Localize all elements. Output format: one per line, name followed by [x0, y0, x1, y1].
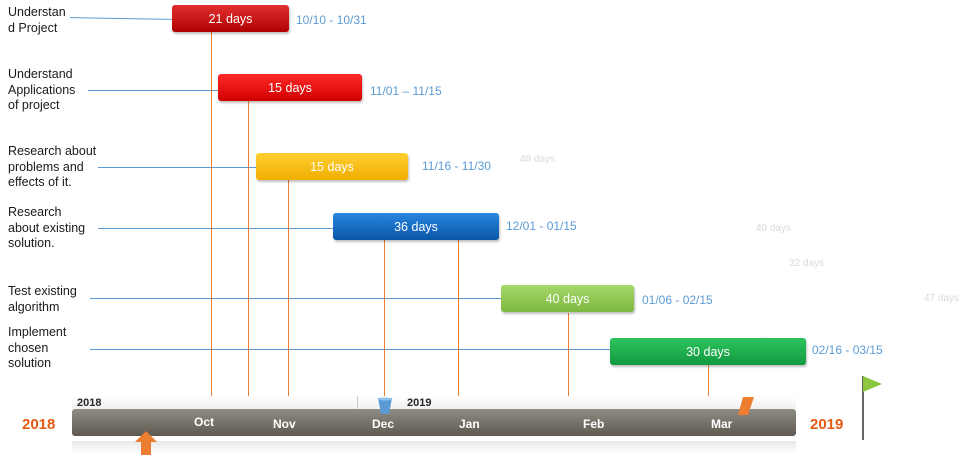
task-bar-2: 15 days	[218, 74, 362, 101]
month-label-feb: Feb	[583, 417, 605, 431]
task-bar-6: 30 days	[610, 338, 806, 365]
task-label-6: Implement chosen solution	[8, 325, 67, 370]
ghost-label-4: 47 days	[924, 293, 960, 304]
connector-line-1	[69, 17, 174, 20]
year-label-mid-small: 2019	[407, 397, 432, 409]
task-bar-4: 36 days	[333, 213, 499, 240]
drop-line-oct	[211, 32, 212, 409]
date-range-6: 02/16 - 03/15	[812, 343, 883, 357]
drop-line-nov-b	[288, 180, 289, 409]
year-label-start-small: 2018	[77, 397, 102, 409]
ghost-label-3: 32 days	[789, 258, 825, 269]
month-label-jan: Jan	[459, 417, 480, 431]
task-label-2: Understand Applications of project	[8, 67, 76, 112]
timeline-reflection	[72, 441, 796, 454]
drop-line-nov-a	[248, 101, 249, 409]
task-label-4: Research about existing solution.	[8, 205, 86, 250]
orange-marker-icon	[738, 397, 754, 415]
connector-line-6	[90, 349, 611, 350]
finish-flag-icon	[862, 376, 882, 440]
timeline-top-strip	[72, 396, 796, 409]
task-bar-3: 15 days	[256, 153, 408, 180]
task-label-5: Test existing algorithm	[8, 284, 77, 314]
task-bar-5: 40 days	[501, 285, 634, 312]
date-range-1: 10/10 - 10/31	[296, 13, 367, 27]
month-label-oct: Oct	[194, 415, 215, 429]
month-label-dec: Dec	[372, 417, 395, 431]
date-range-5: 01/06 - 02/15	[642, 293, 713, 307]
timeline-bar	[72, 409, 796, 436]
ghost-label-2: 40 days	[756, 223, 792, 234]
month-label-nov: Nov	[273, 417, 296, 431]
blue-bucket-icon	[378, 397, 392, 414]
drop-line-dec	[384, 240, 385, 399]
year-label-start: 2018	[22, 416, 56, 433]
connector-line-5	[90, 298, 502, 299]
task-bar-1: 21 days	[172, 5, 289, 32]
date-range-2: 11/01 – 11/15	[370, 84, 442, 98]
drop-line-jan	[458, 240, 459, 403]
ghost-label-1: 48 days	[520, 154, 556, 165]
drop-line-mar	[708, 361, 709, 409]
month-label-mar: Mar	[711, 417, 733, 431]
year-divider	[357, 396, 358, 409]
up-arrow-icon	[135, 431, 157, 455]
connector-line-2	[88, 90, 219, 91]
connector-line-3	[98, 167, 258, 168]
year-label-end: 2019	[810, 416, 844, 433]
connector-line-4	[98, 228, 334, 229]
date-range-4: 12/01 - 01/15	[506, 219, 577, 233]
task-label-1: Understan d Project	[8, 5, 66, 35]
task-label-3: Research about problems and effects of i…	[8, 144, 97, 189]
drop-line-feb	[568, 313, 569, 409]
date-range-3: 11/16 - 11/30	[422, 159, 491, 173]
